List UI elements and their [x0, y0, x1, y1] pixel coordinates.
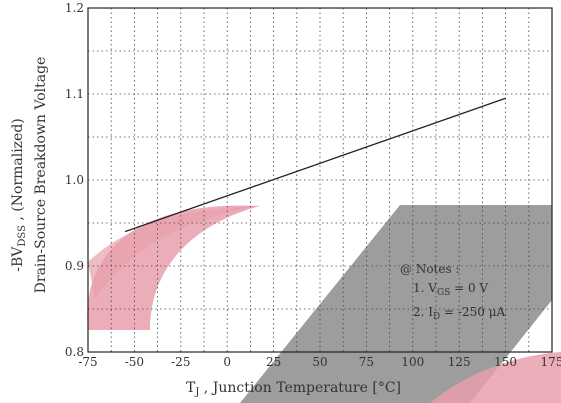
x-tick-label: 75	[359, 355, 374, 369]
watermark	[87, 205, 561, 403]
x-tick-labels: -75 -50 -25 0 25 50 75 100 125 150 175	[78, 355, 561, 369]
watermark-pink-arc-inner	[88, 206, 260, 300]
x-axis-label-sub: J	[194, 387, 199, 398]
y-tick-label: 0.9	[65, 259, 84, 273]
series-line-0	[124, 97, 506, 233]
x-axis-label: TJ , Junction Temperature [°C]	[186, 380, 401, 398]
y-tick-label: 0.8	[65, 345, 84, 359]
watermark-gray-band	[240, 205, 552, 403]
y-tick-label: 1.2	[65, 1, 84, 15]
x-tick-label: 150	[494, 355, 517, 369]
note-2-pre: 2. I	[413, 305, 433, 319]
note-1-pre: 1. V	[413, 281, 437, 295]
y-axis-label-post: , (Normalized)	[10, 118, 26, 225]
note-2-post: = -250 μA	[440, 305, 505, 319]
x-tick-label: 0	[223, 355, 231, 369]
x-axis-label-close: ]	[396, 380, 401, 396]
note-1-sub: GS	[437, 288, 450, 298]
x-tick-label: 100	[401, 355, 424, 369]
x-axis-label-pre: T	[186, 380, 196, 396]
grid	[88, 8, 552, 352]
note-1: 1. VGS = 0 V	[413, 281, 488, 298]
y-tick-label: 1.1	[65, 87, 84, 101]
x-tick-label: -25	[171, 355, 190, 369]
x-axis-label-unit: °C	[378, 380, 396, 396]
note-2-sub: D	[433, 312, 440, 322]
x-tick-label: -50	[125, 355, 144, 369]
x-tick-label: 50	[312, 355, 327, 369]
notes-title: @ Notes :	[400, 262, 459, 276]
y-axis-label-pre: -BV	[10, 246, 26, 272]
x-tick-label: -75	[78, 355, 97, 369]
x-tick-label: 25	[266, 355, 281, 369]
notes: @ Notes : 1. VGS = 0 V 2. ID = -250 μA	[400, 262, 505, 322]
y-tick-label: 1.0	[65, 173, 84, 187]
y-axis-label-line2: Drain-Source Breakdown Voltage	[33, 57, 49, 294]
x-tick-label: 175	[541, 355, 561, 369]
note-1-post: = 0 V	[450, 281, 488, 295]
x-tick-label: 125	[448, 355, 471, 369]
note-2: 2. ID = -250 μA	[413, 305, 505, 322]
x-axis-label-post: , Junction Temperature [	[199, 380, 377, 396]
y-tick-labels: 0.8 0.9 1.0 1.1 1.2	[65, 1, 84, 359]
y-axis-label-line1: -BVDSS , (Normalized)	[10, 118, 28, 272]
watermark-pink-corner	[430, 352, 561, 403]
plot-frame	[87, 7, 553, 353]
y-axis-label-sub: DSS	[17, 225, 28, 247]
series-layer	[124, 97, 506, 233]
